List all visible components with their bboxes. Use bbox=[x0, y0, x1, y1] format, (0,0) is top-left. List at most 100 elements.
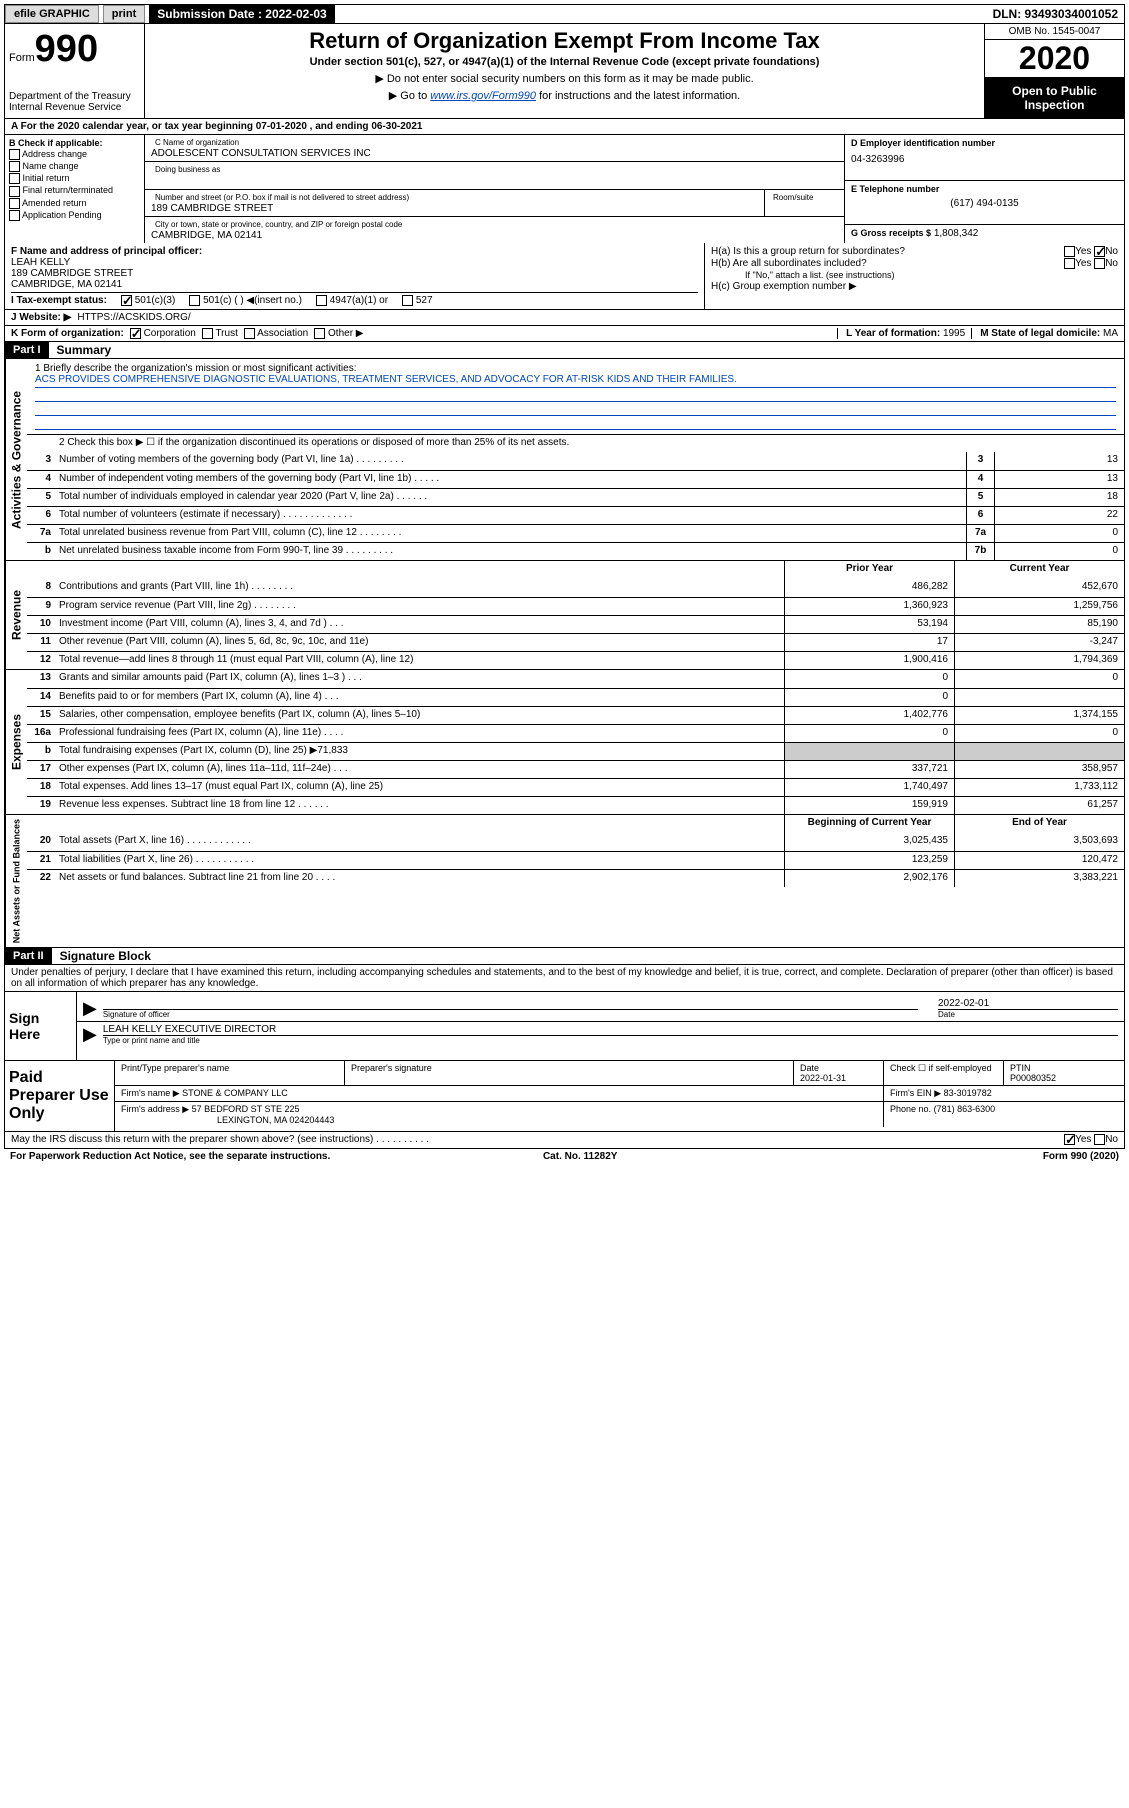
paid-preparer-block: Paid Preparer Use Only Print/Type prepar… bbox=[4, 1061, 1125, 1132]
form-header: Form 990 Department of the Treasury Inte… bbox=[4, 24, 1125, 119]
table-row: 13Grants and similar amounts paid (Part … bbox=[27, 670, 1124, 688]
table-row: 10Investment income (Part VIII, column (… bbox=[27, 615, 1124, 633]
hb-yes[interactable] bbox=[1064, 258, 1075, 269]
ptin: P00080352 bbox=[1010, 1073, 1056, 1083]
table-row: 17Other expenses (Part IX, column (A), l… bbox=[27, 760, 1124, 778]
org-city: CAMBRIDGE, MA 02141 bbox=[151, 230, 838, 241]
firm-addr2: LEXINGTON, MA 024204443 bbox=[217, 1115, 334, 1125]
part-ii-header: Part II Signature Block bbox=[4, 948, 1125, 965]
table-row: 11Other revenue (Part VIII, column (A), … bbox=[27, 633, 1124, 651]
firm-phone: (781) 863-6300 bbox=[934, 1104, 996, 1114]
website[interactable]: HTTPS://ACSKIDS.ORG/ bbox=[77, 312, 190, 323]
chk-address-change[interactable]: Address change bbox=[9, 149, 140, 160]
form-word: Form bbox=[9, 52, 35, 64]
firm-ein: 83-3019782 bbox=[944, 1088, 992, 1098]
officer-name-title: LEAH KELLY EXECUTIVE DIRECTOR bbox=[103, 1024, 1118, 1036]
table-row: 18Total expenses. Add lines 13–17 (must … bbox=[27, 778, 1124, 796]
org-address: 189 CAMBRIDGE STREET bbox=[151, 203, 758, 214]
table-row: 20Total assets (Part X, line 16) . . . .… bbox=[27, 833, 1124, 851]
footer: For Paperwork Reduction Act Notice, see … bbox=[4, 1149, 1125, 1164]
efile-label: efile GRAPHIC bbox=[5, 5, 99, 23]
sign-date: 2022-02-01 bbox=[938, 998, 1118, 1010]
dln: DLN: 93493034001052 bbox=[993, 7, 1124, 21]
table-row: 7aTotal unrelated business revenue from … bbox=[27, 524, 1124, 542]
block-f-h: F Name and address of principal officer:… bbox=[4, 243, 1125, 310]
chk-4947[interactable]: 4947(a)(1) or bbox=[316, 295, 388, 306]
penalties-text: Under penalties of perjury, I declare th… bbox=[4, 965, 1125, 992]
block-b-c-d: B Check if applicable: Address change Na… bbox=[4, 135, 1125, 243]
omb-number: OMB No. 1545-0047 bbox=[985, 24, 1124, 40]
discuss-no[interactable] bbox=[1094, 1134, 1105, 1145]
table-row: 4Number of independent voting members of… bbox=[27, 470, 1124, 488]
open-to-public: Open to Public Inspection bbox=[985, 78, 1124, 118]
line-a: A For the 2020 calendar year, or tax yea… bbox=[4, 119, 1125, 135]
table-row: 15Salaries, other compensation, employee… bbox=[27, 706, 1124, 724]
top-bar: efile GRAPHIC print Submission Date : 20… bbox=[4, 4, 1125, 24]
officer-city: CAMBRIDGE, MA 02141 bbox=[11, 279, 698, 290]
revenue-section: Revenue Prior YearCurrent Year 8Contribu… bbox=[4, 561, 1125, 670]
table-row: 16aProfessional fundraising fees (Part I… bbox=[27, 724, 1124, 742]
year-formation: 1995 bbox=[943, 328, 965, 339]
table-row: 14Benefits paid to or for members (Part … bbox=[27, 688, 1124, 706]
table-row: 21Total liabilities (Part X, line 26) . … bbox=[27, 851, 1124, 869]
tax-year: 2020 bbox=[985, 40, 1124, 78]
chk-assoc[interactable]: Association bbox=[244, 328, 308, 339]
department: Department of the Treasury Internal Reve… bbox=[9, 91, 140, 113]
chk-other[interactable]: Other ▶ bbox=[314, 328, 363, 339]
telephone: (617) 494-0135 bbox=[851, 198, 1118, 209]
signature-arrow-icon: ▶ bbox=[83, 1024, 97, 1045]
submission-date: Submission Date : 2022-02-03 bbox=[149, 5, 334, 23]
table-row: 5Total number of individuals employed in… bbox=[27, 488, 1124, 506]
state-domicile: MA bbox=[1103, 328, 1118, 339]
row-j: J Website: ▶ HTTPS://ACSKIDS.ORG/ bbox=[4, 310, 1125, 326]
table-row: 22Net assets or fund balances. Subtract … bbox=[27, 869, 1124, 887]
chk-trust[interactable]: Trust bbox=[202, 328, 238, 339]
table-row: bNet unrelated business taxable income f… bbox=[27, 542, 1124, 560]
table-row: 6Total number of volunteers (estimate if… bbox=[27, 506, 1124, 524]
irs-link[interactable]: www.irs.gov/Form990 bbox=[430, 90, 536, 102]
officer-name: LEAH KELLY bbox=[11, 257, 698, 268]
discuss-row: May the IRS discuss this return with the… bbox=[4, 1132, 1125, 1148]
ha-yes[interactable] bbox=[1064, 246, 1075, 257]
firm-addr1: 57 BEDFORD ST STE 225 bbox=[192, 1104, 300, 1114]
col-b: B Check if applicable: Address change Na… bbox=[5, 135, 145, 243]
instruction-line-1: ▶ Do not enter social security numbers o… bbox=[155, 72, 974, 85]
table-row: 3Number of voting members of the governi… bbox=[27, 452, 1124, 470]
chk-final-return[interactable]: Final return/terminated bbox=[9, 185, 140, 196]
chk-corp[interactable]: Corporation bbox=[130, 328, 196, 339]
form-number: 990 bbox=[35, 28, 98, 71]
ha-no[interactable] bbox=[1094, 246, 1105, 257]
expenses-section: Expenses 13Grants and similar amounts pa… bbox=[4, 670, 1125, 815]
table-row: 8Contributions and grants (Part VIII, li… bbox=[27, 579, 1124, 597]
table-row: 9Program service revenue (Part VIII, lin… bbox=[27, 597, 1124, 615]
signature-arrow-icon: ▶ bbox=[83, 998, 97, 1019]
chk-name-change[interactable]: Name change bbox=[9, 161, 140, 172]
form-title: Return of Organization Exempt From Incom… bbox=[155, 28, 974, 54]
table-row: 19Revenue less expenses. Subtract line 1… bbox=[27, 796, 1124, 814]
print-button[interactable]: print bbox=[103, 5, 145, 23]
officer-addr: 189 CAMBRIDGE STREET bbox=[11, 268, 698, 279]
gross-receipts: 1,808,342 bbox=[934, 228, 979, 239]
ein: 04-3263996 bbox=[851, 154, 1118, 165]
chk-initial-return[interactable]: Initial return bbox=[9, 173, 140, 184]
hb-no[interactable] bbox=[1094, 258, 1105, 269]
chk-amended[interactable]: Amended return bbox=[9, 198, 140, 209]
row-k-l-m: K Form of organization: Corporation Trus… bbox=[4, 326, 1125, 342]
activities-governance: Activities & Governance 1 Briefly descri… bbox=[4, 359, 1125, 561]
form-subtitle: Under section 501(c), 527, or 4947(a)(1)… bbox=[155, 56, 974, 68]
chk-527[interactable]: 527 bbox=[402, 295, 432, 306]
chk-501c3[interactable]: 501(c)(3) bbox=[121, 295, 175, 306]
firm-name: STONE & COMPANY LLC bbox=[182, 1088, 288, 1098]
hc-group-exemption: H(c) Group exemption number ▶ bbox=[711, 281, 1118, 292]
signature-block: Sign Here ▶ Signature of officer 2022-02… bbox=[4, 992, 1125, 1061]
discuss-yes[interactable] bbox=[1064, 1134, 1075, 1145]
org-name: ADOLESCENT CONSULTATION SERVICES INC bbox=[151, 148, 838, 159]
net-assets-section: Net Assets or Fund Balances Beginning of… bbox=[4, 815, 1125, 948]
chk-application-pending[interactable]: Application Pending bbox=[9, 210, 140, 221]
instruction-line-2: ▶ Go to www.irs.gov/Form990 for instruct… bbox=[155, 89, 974, 102]
part-i-header: Part I Summary bbox=[4, 342, 1125, 359]
table-row: 12Total revenue—add lines 8 through 11 (… bbox=[27, 651, 1124, 669]
prep-date: 2022-01-31 bbox=[800, 1073, 846, 1083]
chk-501c[interactable]: 501(c) ( ) ◀(insert no.) bbox=[189, 295, 302, 306]
mission-text: ACS PROVIDES COMPREHENSIVE DIAGNOSTIC EV… bbox=[35, 374, 1116, 388]
